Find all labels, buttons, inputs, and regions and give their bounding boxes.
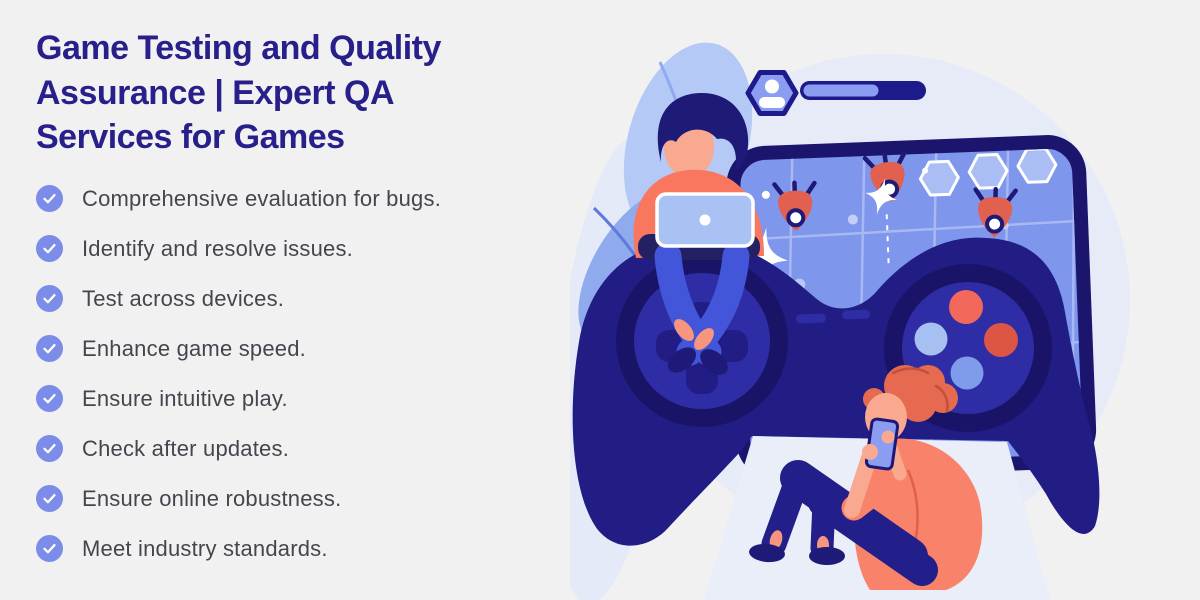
checklist-item: Ensure intuitive play. — [36, 374, 556, 424]
checklist-item: Identify and resolve issues. — [36, 224, 556, 274]
checkmark-icon — [36, 335, 63, 363]
checkmark-icon — [36, 485, 63, 513]
progress-fill — [803, 84, 879, 97]
laptop-logo — [699, 214, 711, 226]
checklist-item: Comprehensive evaluation for bugs. — [36, 174, 556, 224]
action-button-bottom — [950, 356, 984, 390]
action-button-top — [949, 290, 983, 324]
hexagon-tile — [967, 152, 1009, 190]
checkmark-icon — [36, 535, 63, 563]
checklist-item-label: Ensure intuitive play. — [82, 385, 288, 411]
dashed-path — [885, 214, 890, 269]
tester-with-laptop — [633, 92, 764, 375]
checklist-item: Ensure online robustness. — [36, 474, 556, 524]
checklist-item: Meet industry standards. — [36, 524, 556, 574]
phone — [864, 417, 900, 471]
checklist-item: Check after updates. — [36, 424, 556, 474]
tester-with-phone — [749, 365, 983, 590]
checklist-item-label: Enhance game speed. — [82, 335, 306, 361]
checkmark-icon — [36, 235, 63, 263]
checklist-item: Enhance game speed. — [36, 324, 556, 374]
shoe — [749, 543, 785, 563]
action-button-right — [984, 323, 1018, 357]
page-title: Game Testing and Quality Assurance | Exp… — [36, 29, 441, 157]
shoe — [700, 349, 728, 375]
shoe — [667, 347, 697, 373]
checklist-item-label: Meet industry standards. — [82, 535, 328, 561]
hair — [657, 92, 749, 171]
start-select-buttons — [796, 309, 871, 324]
checkmark-icon — [36, 285, 63, 313]
hexagon-tiles — [918, 148, 1058, 197]
checklist-item-label: Test across devices. — [82, 285, 285, 311]
player-level-bar — [745, 70, 926, 116]
checkmark-icon — [36, 385, 63, 413]
avatar-head — [765, 79, 779, 94]
shoe — [809, 547, 845, 565]
hero-content: Game Testing and Quality Assurance | Exp… — [36, 26, 556, 574]
checkmark-icon — [36, 185, 63, 213]
checklist-item-label: Ensure online robustness. — [82, 485, 342, 511]
checklist-item-label: Identify and resolve issues. — [82, 235, 353, 261]
checkmark-icon — [36, 435, 63, 463]
action-button-left — [914, 322, 948, 356]
checklist-item-label: Comprehensive evaluation for bugs. — [82, 185, 442, 211]
checklist-item-label: Check after updates. — [82, 435, 290, 461]
qa-illustration — [570, 42, 1130, 600]
hexagon-tile — [918, 159, 960, 197]
avatar-body — [759, 97, 785, 108]
checklist-item: Test across devices. — [36, 274, 556, 324]
qa-checklist: Comprehensive evaluation for bugs. Ident… — [36, 174, 556, 574]
